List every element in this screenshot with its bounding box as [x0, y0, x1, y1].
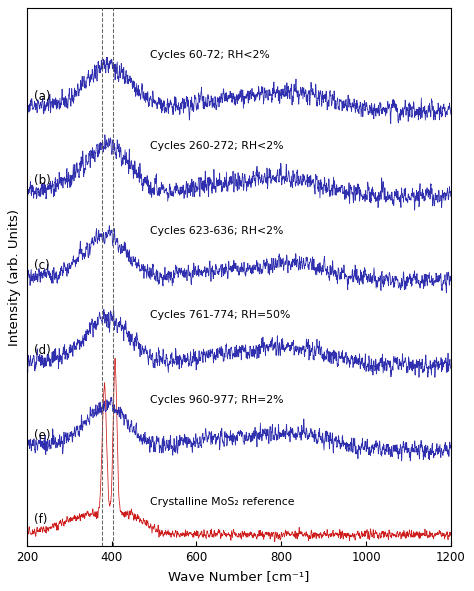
Y-axis label: Intensity (arb. Units): Intensity (arb. Units): [9, 209, 21, 346]
X-axis label: Wave Number [cm⁻¹]: Wave Number [cm⁻¹]: [168, 570, 310, 583]
Text: (d): (d): [34, 344, 51, 357]
Text: Cycles 960-977; RH=2%: Cycles 960-977; RH=2%: [150, 395, 283, 405]
Text: (e): (e): [34, 428, 51, 441]
Text: (b): (b): [34, 174, 51, 187]
Text: (c): (c): [34, 259, 50, 272]
Text: Cycles 60-72; RH<2%: Cycles 60-72; RH<2%: [150, 50, 270, 60]
Text: (a): (a): [34, 90, 51, 102]
Text: Cycles 260-272; RH<2%: Cycles 260-272; RH<2%: [150, 141, 283, 151]
Text: Cycles 761-774; RH=50%: Cycles 761-774; RH=50%: [150, 310, 290, 320]
Text: Crystalline MoS₂ reference: Crystalline MoS₂ reference: [150, 498, 294, 508]
Text: Cycles 623-636; RH<2%: Cycles 623-636; RH<2%: [150, 226, 283, 236]
Text: (f): (f): [34, 514, 47, 527]
